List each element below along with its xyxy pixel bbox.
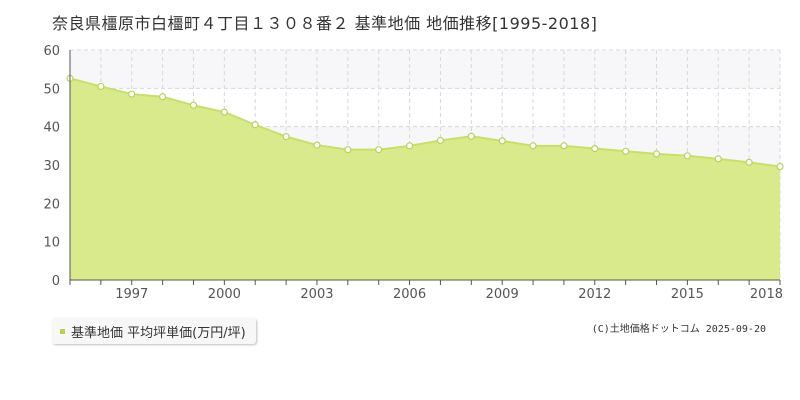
data-point [622,147,630,155]
data-point [159,93,167,101]
data-point [591,144,599,153]
x-tick-label: 2012 [578,287,611,302]
x-tick-label: 2015 [671,287,704,302]
data-point [745,158,753,166]
area-series [66,74,784,280]
data-point [776,162,784,171]
credit-text: (C)土地価格ドットコム 2025-09-20 [591,324,766,335]
data-point [652,150,661,158]
legend-swatch [60,328,65,334]
data-point [128,90,136,98]
x-tick-labels: 1997 2000 2003 2006 2009 2012 2015 2018 [115,287,783,302]
y-tick-label: 10 [43,236,60,251]
x-tick-label: 2003 [300,287,333,302]
data-point [97,82,105,91]
x-tick-label: 2006 [393,287,426,302]
y-tick-labels: 0 10 20 30 40 50 60 [43,44,60,289]
x-tick-label: 1997 [115,287,148,302]
x-tick-label: 2000 [208,287,241,302]
data-point [529,142,537,150]
data-point [714,155,722,163]
y-tick-label: 20 [43,197,60,212]
data-point [251,121,259,129]
y-tick-label: 30 [43,159,60,174]
data-point [498,137,506,145]
legend-label: 基準地価 平均坪単価(万円/坪) [71,325,246,341]
data-point [313,141,321,149]
data-point [220,108,228,116]
data-point [683,152,691,160]
y-tick-label: 50 [43,82,60,97]
data-point [560,142,568,150]
data-point [467,132,475,140]
y-tick-label: 40 [43,121,60,136]
series-line [69,77,781,168]
data-point [189,101,198,109]
plot-band [70,50,780,89]
data-point [375,146,383,154]
y-tick-label: 60 [43,44,60,59]
data-point [344,146,352,154]
data-point [405,142,414,150]
chart-title: 奈良県橿原市白橿町４丁目１３０８番２ 基準地価 地価推移[1995-2018] [52,14,598,33]
x-tick-label: 2018 [750,287,783,302]
x-tick-label: 2009 [486,287,519,302]
area-fill [70,78,780,280]
legend: 基準地価 平均坪単価(万円/坪) [52,318,256,344]
axes [69,50,781,285]
data-point [282,133,290,141]
y-tick-label: 0 [52,274,60,289]
data-point [436,136,445,145]
